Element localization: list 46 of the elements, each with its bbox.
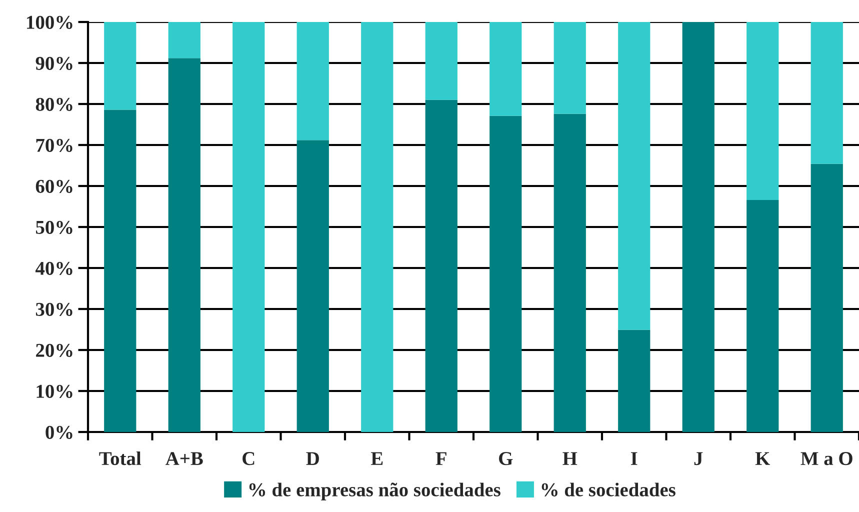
y-tick-label: 50% <box>36 220 72 234</box>
x-tick-label: D <box>306 452 319 465</box>
bar <box>490 116 522 432</box>
y-tick-label: 0% <box>46 426 72 439</box>
y-tick-label: 60% <box>36 180 72 193</box>
y-tick-label: 10% <box>36 384 72 398</box>
y-tick-label: 80% <box>36 98 72 111</box>
bar <box>168 22 200 58</box>
bar <box>232 22 265 432</box>
bar <box>104 110 136 432</box>
bar <box>296 140 329 432</box>
bar <box>554 22 586 114</box>
x-tick-label: K <box>755 452 770 465</box>
x-tick-label: E <box>370 452 383 465</box>
bar <box>361 22 394 432</box>
legend-label: % de sociedades <box>542 482 676 496</box>
x-tick-label: I <box>630 452 638 465</box>
bar <box>554 114 586 432</box>
bar <box>104 22 136 110</box>
x-tick-label: F <box>436 452 446 465</box>
bar <box>168 58 200 432</box>
x-tick-label: J <box>694 452 703 466</box>
x-tick-label: H <box>562 452 578 465</box>
x-tick-label: C <box>242 452 254 466</box>
bar <box>810 22 843 164</box>
bar <box>746 22 779 200</box>
bar <box>746 200 779 432</box>
bar <box>810 164 843 432</box>
y-tick-label: 90% <box>36 56 72 70</box>
bar <box>425 22 458 100</box>
x-tick-label: Total <box>99 451 142 466</box>
bar <box>682 22 714 432</box>
bar <box>618 22 650 330</box>
y-tick-label: 70% <box>36 138 72 152</box>
y-tick-label: 30% <box>36 302 72 316</box>
x-tick-label: M a O <box>800 452 852 466</box>
x-tick-label: A+B <box>166 452 203 465</box>
bar <box>490 22 522 116</box>
y-tick-label: 40% <box>35 262 72 275</box>
y-tick-label: 20% <box>36 344 72 357</box>
bar <box>296 22 329 140</box>
legend-label: % de empresas não sociedades <box>249 482 500 500</box>
y-tick-label: 100% <box>27 16 72 29</box>
bar <box>425 100 458 432</box>
bar <box>618 330 650 432</box>
x-tick-label: G <box>499 452 513 466</box>
